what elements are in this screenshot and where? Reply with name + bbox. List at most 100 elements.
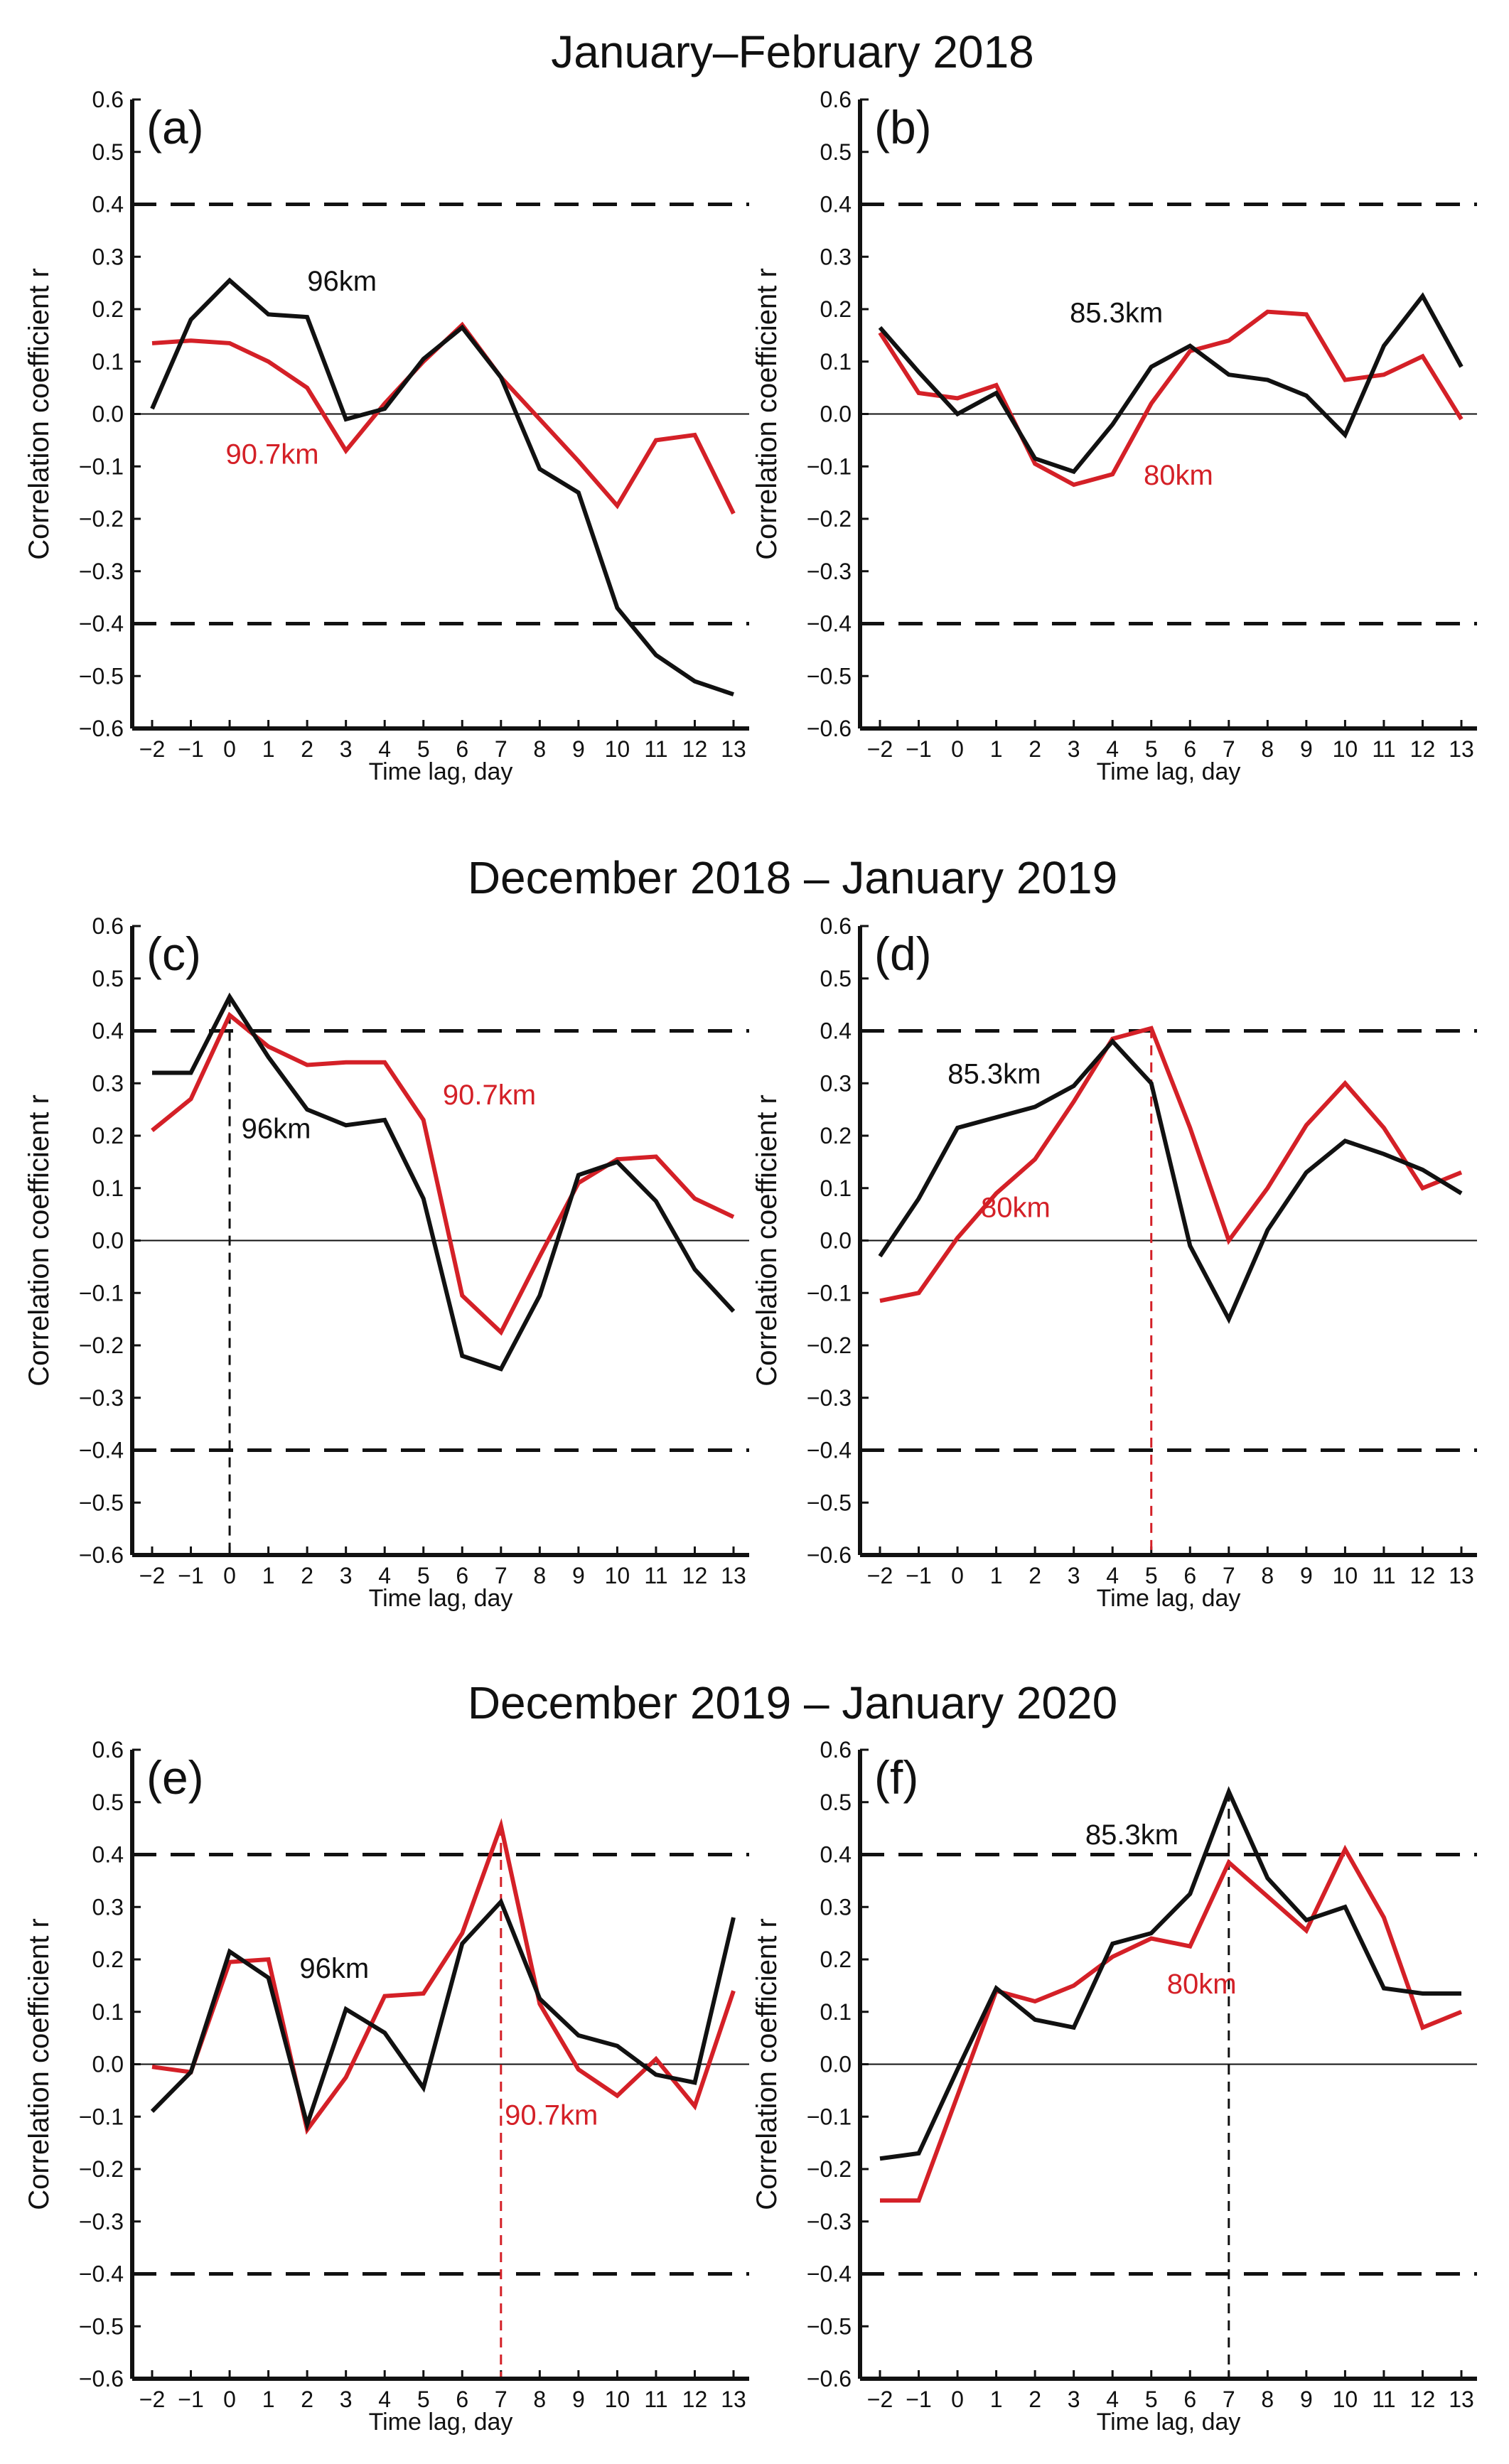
x-tick-label: 12 [682,1563,708,1588]
panel-label: (f) [874,1751,918,1804]
series-annotation: 90.7km [225,439,318,470]
y-tick-label: 0.5 [92,966,124,991]
y-tick-label: −0.4 [807,611,852,637]
x-tick-label: 4 [378,1563,391,1588]
y-tick-label: −0.5 [807,1490,852,1515]
y-tick-label: 0.1 [92,349,124,375]
series-annotation: 90.7km [443,1080,536,1111]
y-tick-label: −0.3 [807,559,852,584]
y-tick-label: −0.5 [79,2313,124,2339]
y-tick-label: 0.2 [92,296,124,322]
y-tick-label: 0.6 [92,87,124,112]
y-tick-label: 0.1 [92,1175,124,1201]
row-title: December 2018 – January 2019 [468,852,1117,903]
series-annotation: 80km [1167,1969,1237,2000]
x-tick-label: 9 [1300,2387,1313,2412]
y-tick-label: −0.1 [807,1280,852,1306]
y-tick-label: 0.0 [92,1228,124,1254]
x-tick-label: −1 [178,1563,203,1588]
x-tick-label: 11 [644,1563,667,1588]
x-tick-label: 1 [990,736,1003,762]
x-tick-label: 3 [340,736,353,762]
panel-label: (b) [874,101,932,154]
y-tick-label: −0.5 [79,663,124,689]
x-tick-label: 5 [417,1563,430,1588]
y-tick-label: −0.3 [79,1385,124,1411]
y-tick-label: 0.3 [92,244,124,269]
y-tick-label: −0.6 [79,1542,124,1568]
x-tick-label: 7 [495,2387,508,2412]
x-tick-label: −1 [178,2387,203,2412]
y-axis-label: Correlation coefficient r [751,1918,783,2210]
series-annotation: 85.3km [1085,1819,1178,1851]
x-tick-label: 7 [1223,736,1235,762]
x-tick-label: 10 [605,2387,630,2412]
x-axis-label: Time lag, day [369,2409,513,2436]
y-tick-label: −0.2 [807,2156,852,2182]
y-tick-label: 0.6 [820,913,852,939]
y-tick-label: 0.1 [820,1175,852,1201]
y-tick-label: −0.2 [79,1333,124,1358]
x-tick-label: 12 [1410,1563,1436,1588]
series-annotation: 80km [981,1192,1051,1223]
x-tick-label: 11 [644,2387,667,2412]
x-axis-label: Time lag, day [369,758,513,785]
x-tick-label: 6 [1183,1563,1196,1588]
y-tick-label: −0.6 [79,716,124,741]
y-tick-label: −0.4 [807,2261,852,2287]
x-tick-label: 2 [1029,1563,1041,1588]
series-line-96km [150,1898,736,2132]
x-tick-label: 5 [1145,2387,1158,2412]
x-tick-label: 11 [644,736,667,762]
y-tick-label: −0.4 [79,1438,124,1463]
panel-label: (c) [146,927,201,980]
panel-c: (c) 0.6 0.5 0.4 0.3 0.2 0.1 0.0 −0.1 −0.2 −0.3 −0.4… [23,913,749,1612]
y-tick-label: −0.4 [79,2261,124,2287]
y-tick-label: 0.2 [92,1123,124,1148]
x-tick-label: 4 [1106,736,1119,762]
x-tick-label: 12 [682,2387,708,2412]
x-axis-label: Time lag, day [1097,1585,1241,1612]
y-tick-label: 0.3 [92,1894,124,1920]
y-tick-label: 0.2 [92,1947,124,1972]
x-axis-label: Time lag, day [1097,758,1241,785]
y-tick-label: 0.1 [820,1999,852,2025]
y-tick-label: −0.5 [807,2313,852,2339]
y-axis-label: Correlation coefficient r [23,268,55,560]
series-annotation: 85.3km [1070,297,1163,328]
y-tick-label: −0.4 [79,611,124,637]
x-tick-label: 7 [1223,1563,1235,1588]
x-tick-label: 13 [721,2387,746,2412]
y-tick-label: 0.2 [820,1947,852,1972]
series-line-85.3km [878,292,1464,475]
x-tick-label: −1 [906,1563,931,1588]
x-tick-label: 4 [378,736,391,762]
y-tick-label: −0.1 [79,1280,124,1306]
y-tick-label: −0.6 [79,2366,124,2392]
y-tick-label: 0.6 [820,87,852,112]
x-tick-label: 10 [1333,1563,1358,1588]
x-tick-label: 3 [340,2387,353,2412]
series-annotation: 85.3km [947,1058,1041,1090]
x-tick-label: 4 [1106,1563,1119,1588]
x-tick-label: 9 [572,2387,585,2412]
y-tick-label: 0.2 [820,296,852,322]
series-annotation: 96km [242,1114,311,1145]
y-tick-label: 0.4 [92,1018,124,1044]
x-tick-label: 8 [533,2387,546,2412]
x-tick-label: 1 [262,2387,275,2412]
x-tick-label: −2 [867,1563,893,1588]
series-line-96km [150,277,734,696]
x-tick-label: 6 [1183,2387,1196,2412]
x-tick-label: 11 [1372,2387,1395,2412]
x-tick-label: 1 [262,1563,275,1588]
series-annotation: 96km [307,266,377,297]
x-tick-label: 3 [1068,736,1080,762]
series-line-96km [152,992,736,1372]
y-tick-label: −0.2 [79,506,124,532]
y-tick-label: 0.4 [820,1018,852,1044]
panel-label: (d) [874,927,932,980]
y-tick-label: 0.3 [820,1070,852,1096]
y-tick-label: 0.1 [92,1999,124,2025]
